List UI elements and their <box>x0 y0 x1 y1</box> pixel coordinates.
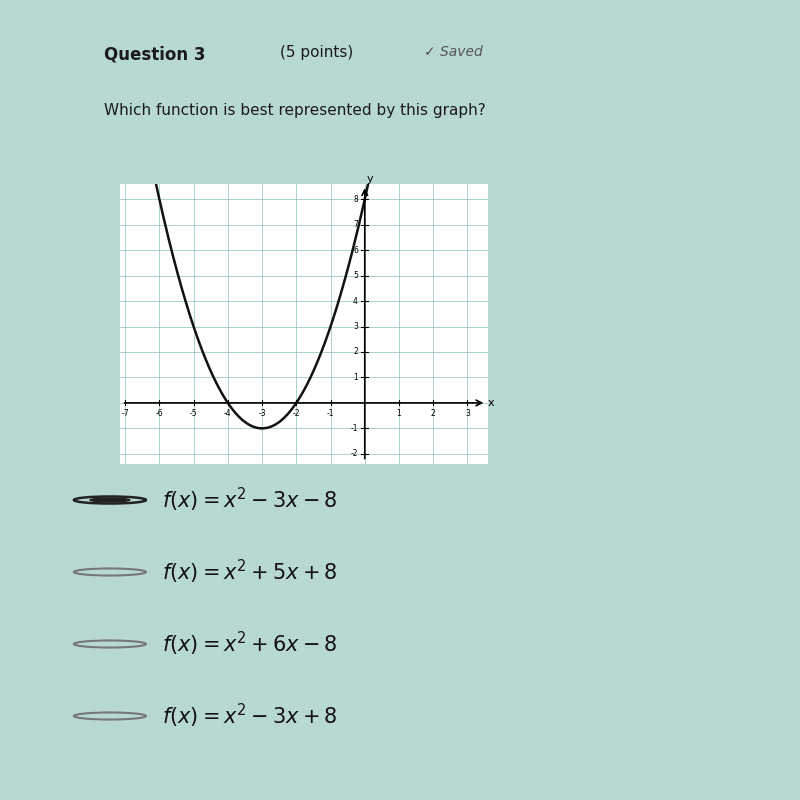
Text: (5 points): (5 points) <box>280 45 354 60</box>
Text: -1: -1 <box>326 409 334 418</box>
Text: -4: -4 <box>224 409 232 418</box>
Text: 5: 5 <box>353 271 358 280</box>
Text: 3: 3 <box>465 409 470 418</box>
Text: $f(x) = x^2 - 3x - 8$: $f(x) = x^2 - 3x - 8$ <box>162 486 338 514</box>
Text: 1: 1 <box>397 409 402 418</box>
Text: 2: 2 <box>431 409 436 418</box>
Text: 1: 1 <box>353 373 358 382</box>
Text: 7: 7 <box>353 220 358 230</box>
Text: Which function is best represented by this graph?: Which function is best represented by th… <box>104 103 486 118</box>
Text: -2: -2 <box>293 409 300 418</box>
Text: x: x <box>488 398 494 408</box>
Text: ✓ Saved: ✓ Saved <box>424 45 482 59</box>
Text: -2: -2 <box>350 450 358 458</box>
Text: 3: 3 <box>353 322 358 331</box>
Text: Question 3: Question 3 <box>104 45 206 63</box>
Text: $f(x) = x^2 + 6x - 8$: $f(x) = x^2 + 6x - 8$ <box>162 630 338 658</box>
Text: $f(x) = x^2 + 5x + 8$: $f(x) = x^2 + 5x + 8$ <box>162 558 338 586</box>
Text: -7: -7 <box>122 409 129 418</box>
Text: -5: -5 <box>190 409 198 418</box>
Text: -3: -3 <box>258 409 266 418</box>
Text: 6: 6 <box>353 246 358 254</box>
Text: 4: 4 <box>353 297 358 306</box>
Text: 2: 2 <box>353 347 358 357</box>
Text: $f(x) = x^2 - 3x + 8$: $f(x) = x^2 - 3x + 8$ <box>162 702 338 730</box>
Circle shape <box>90 498 130 502</box>
Text: -1: -1 <box>350 424 358 433</box>
Text: -6: -6 <box>155 409 163 418</box>
Text: 8: 8 <box>353 194 358 204</box>
Text: y: y <box>366 174 374 184</box>
